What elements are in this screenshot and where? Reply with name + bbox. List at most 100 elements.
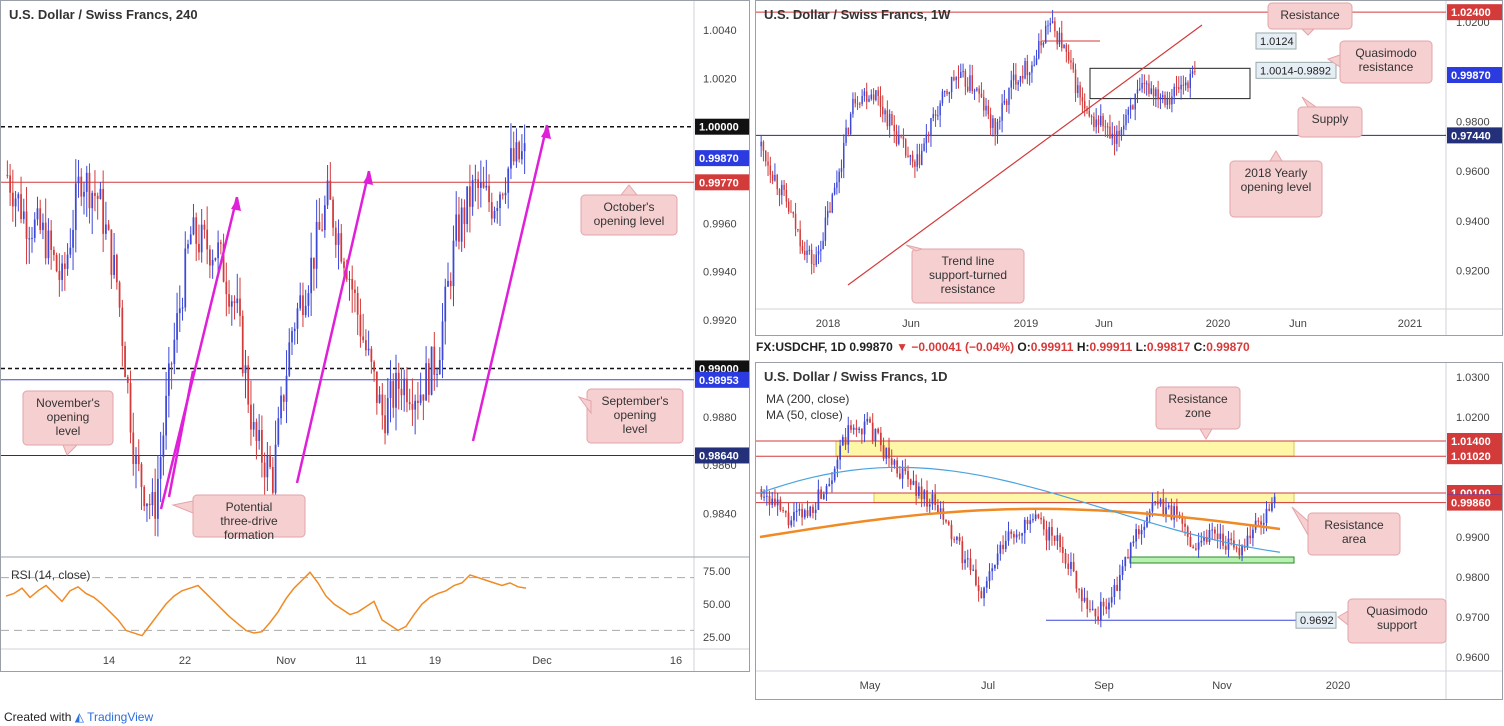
4h-candle	[466, 186, 469, 225]
d-candle	[1140, 530, 1143, 535]
d-candle	[996, 553, 999, 565]
d-qm-tag-bg	[1295, 611, 1337, 629]
d-candle	[869, 418, 871, 423]
4h-candle	[143, 486, 146, 507]
d-callout-text: zone	[1185, 406, 1211, 420]
4h-candle	[252, 422, 255, 430]
w-candle	[1157, 89, 1159, 99]
w-candle	[1033, 64, 1035, 66]
4h-candle	[315, 221, 318, 269]
w-candle	[1116, 130, 1118, 144]
d-candle	[831, 480, 833, 485]
w-candle	[1180, 84, 1182, 90]
d-candle	[966, 558, 969, 560]
4h-candle	[102, 188, 105, 234]
4h-candle	[140, 464, 143, 487]
w-candle	[1139, 88, 1141, 90]
4h-candle	[99, 188, 102, 199]
4h-candle	[427, 363, 430, 395]
w-candle	[1136, 89, 1139, 94]
d-candle	[988, 571, 991, 582]
d-candle	[1200, 540, 1203, 543]
w-candle	[840, 168, 843, 172]
d-candle	[763, 496, 765, 498]
w-y-tick: 0.9800	[1456, 116, 1490, 128]
4h-candle	[189, 234, 192, 245]
4h-candle	[176, 313, 178, 340]
w-callout-text: 2018 Yearly	[1245, 166, 1308, 180]
d-y-tick: 0.9900	[1456, 532, 1490, 544]
4h-candle	[504, 192, 507, 196]
4h-x-tick: 14	[103, 655, 115, 667]
4h-y-tick: 0.9840	[703, 508, 737, 520]
d-candle	[809, 506, 812, 517]
d-candle	[1227, 538, 1230, 550]
w-candle	[1040, 41, 1042, 46]
4h-candle	[389, 381, 392, 399]
d-candle	[1132, 541, 1135, 544]
4h-candle	[266, 455, 269, 478]
w-candle	[829, 210, 831, 213]
d-candle	[1059, 535, 1061, 547]
4h-candle	[411, 404, 414, 410]
d-candle	[928, 504, 931, 507]
w-candle	[1003, 100, 1006, 104]
4h-candle	[417, 400, 419, 403]
4h-candle	[135, 455, 137, 464]
4h-candle	[326, 180, 329, 206]
4h-candle	[14, 198, 17, 207]
d-candle	[961, 541, 964, 564]
d-candle	[784, 510, 787, 513]
4h-candle	[148, 503, 151, 506]
4h-candle	[159, 457, 162, 479]
w-x-tick: Jun	[902, 318, 920, 330]
4h-candle	[151, 492, 154, 506]
4h-candle	[96, 195, 99, 199]
w-candle	[1010, 80, 1013, 88]
chart-4h-title: U.S. Dollar / Swiss Francs, 240	[9, 7, 198, 22]
d-candle	[1086, 597, 1089, 609]
w-candle	[792, 211, 795, 214]
4h-candle	[419, 394, 422, 403]
d-candle	[1064, 553, 1067, 564]
w-candle	[1129, 105, 1132, 110]
w-candle	[760, 141, 762, 147]
w-candle	[1148, 83, 1150, 94]
d-candle	[937, 505, 939, 513]
w-candle	[1159, 97, 1162, 99]
4h-candle	[499, 194, 501, 209]
4h-candle	[354, 289, 356, 294]
4h-candle	[296, 308, 299, 329]
w-candle	[946, 91, 948, 95]
w-callout-box	[911, 248, 1025, 304]
4h-candle	[74, 183, 77, 230]
w-candle	[778, 189, 781, 196]
d-candle	[1216, 533, 1219, 540]
4h-candle	[53, 249, 55, 255]
d-candle	[1108, 602, 1110, 610]
d-candle	[920, 486, 923, 500]
d-price-tag: 1.01400	[1451, 436, 1491, 448]
4h-candle	[219, 242, 222, 244]
w-candle	[813, 263, 815, 265]
d-candle	[888, 447, 890, 459]
d-candle	[1184, 523, 1186, 527]
4h-candle	[178, 308, 181, 314]
4h-candle	[373, 361, 375, 372]
4h-rsi-tick: 50.00	[703, 599, 731, 611]
4h-candle	[397, 372, 400, 389]
4h-x-tick: 22	[179, 655, 191, 667]
w-candle	[774, 174, 776, 181]
w-candle	[824, 217, 827, 241]
d-callout-tail	[1337, 610, 1349, 627]
d-callout-text: area	[1342, 532, 1366, 546]
w-candle	[863, 91, 866, 96]
4h-callout-text: level	[623, 422, 648, 436]
w-candle	[843, 142, 845, 169]
d-candle	[801, 509, 803, 518]
4h-candle	[58, 271, 61, 280]
4h-callout-box	[192, 494, 306, 538]
d-candle	[898, 473, 901, 479]
w-candle	[1097, 119, 1100, 126]
d-candle	[863, 421, 866, 435]
